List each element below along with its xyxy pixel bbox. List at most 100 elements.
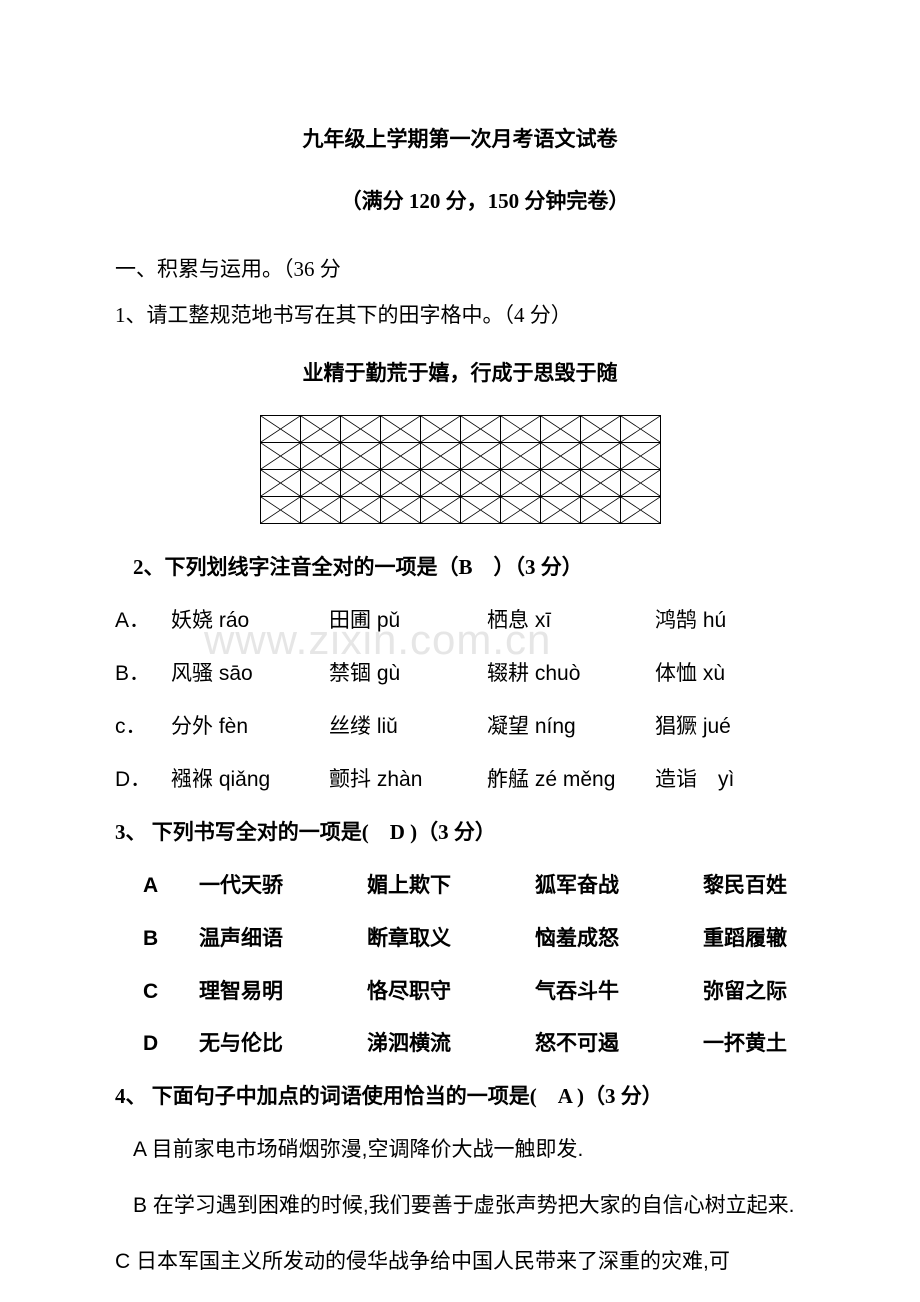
tianzi-cell [380,416,420,443]
q3-option-row: A一代天骄媚上欺下狐军奋战黎民百姓 [115,866,805,906]
document-content: 九年级上学期第一次月考语文试卷 （满分 120 分，150 分钟完卷） 一、积累… [115,120,805,1282]
q4-option-a: A 目前家电市场硝烟弥漫,空调降价大战一触即发. [115,1130,805,1170]
q3-option-item: 弥留之际 [703,972,787,1012]
q2-option-label: D． [115,760,171,800]
tianzi-cell [580,470,620,497]
q3-option-label: C [143,972,199,1012]
q3-option-item: 气吞斗牛 [535,972,703,1012]
tianzi-cell [460,416,500,443]
q3-option-label: A [143,866,199,906]
q3-option-label: B [143,919,199,959]
q2-option-item: 栖息 xī [487,601,655,641]
tianzi-cell [420,416,460,443]
q2-option-label: B． [115,654,171,694]
q2-option-row: c．分外 fèn丝缕 liǔ凝望 níng猖獗 jué [115,707,805,747]
q2-option-item: 分外 fèn [171,707,329,747]
tianzi-cell [340,443,380,470]
tianzi-cell [380,470,420,497]
q4-option-b: B 在学习遇到困难的时候,我们要善于虚张声势把大家的自信心树立起来. [115,1183,805,1229]
tianzi-cell [500,416,540,443]
q2-option-item: 妖娆 ráo [171,601,329,641]
tianzi-cell [420,497,460,524]
tianzi-cell [340,470,380,497]
tianzi-cell [340,497,380,524]
q3-option-item: 媚上欺下 [367,866,535,906]
tianzi-cell [500,470,540,497]
tianzi-cell [300,443,340,470]
tianzi-cell [300,470,340,497]
tianzi-cell [620,497,660,524]
q2-option-item: 体恤 xù [655,654,725,694]
q3-option-item: 一抔黄土 [703,1024,787,1064]
q2-option-item: 襁褓 qiǎng [171,760,329,800]
question-3-stem: 3、 下列书写全对的一项是( D )（3 分） [115,813,805,853]
q3-option-item: 重蹈履辙 [703,919,787,959]
tianzi-cell [620,443,660,470]
q3-option-row: C理智易明恪尽职守气吞斗牛弥留之际 [115,972,805,1012]
q2-option-row: A．妖娆 ráo田圃 pǔ栖息 xī鸿鹄 hú [115,601,805,641]
q2-option-item: 丝缕 liǔ [329,707,487,747]
question-2-stem: 2、下列划线字注音全对的一项是（B ）（3 分） [115,548,805,588]
q2-option-item: 鸿鹄 hú [655,601,726,641]
question-4-stem: 4、 下面句子中加点的词语使用恰当的一项是( A )（3 分） [115,1077,805,1117]
q2-option-row: D．襁褓 qiǎng颤抖 zhàn舴艋 zé měng造诣 yì [115,760,805,800]
q2-option-label: A． [115,601,171,641]
tianzi-cell [420,443,460,470]
tianzi-cell [460,497,500,524]
doc-subtitle: （满分 120 分，150 分钟完卷） [165,182,805,222]
motto-text: 业精于勤荒于嬉，行成于思毁于随 [115,354,805,394]
q3-option-item: 涕泗横流 [367,1024,535,1064]
question-1: 1、请工整规范地书写在其下的田字格中。（4 分） [115,296,805,336]
q2-option-row: B．风骚 sāo禁锢 gù辍耕 chuò体恤 xù [115,654,805,694]
tianzi-cell [500,497,540,524]
tianzi-grid [260,415,661,524]
q3-option-item: 恪尽职守 [367,972,535,1012]
q2-option-item: 田圃 pǔ [329,601,487,641]
q3-option-item: 黎民百姓 [703,866,787,906]
q3-option-item: 无与伦比 [199,1024,367,1064]
tianzi-cell [580,497,620,524]
q3-option-row: D无与伦比涕泗横流怒不可遏一抔黄土 [115,1024,805,1064]
tianzi-cell [460,470,500,497]
q3-option-item: 温声细语 [199,919,367,959]
tianzi-cell [540,470,580,497]
q3-option-label: D [143,1024,199,1064]
q3-option-item: 狐军奋战 [535,866,703,906]
tianzi-cell [260,443,300,470]
tianzi-cell [300,497,340,524]
tianzi-cell [540,443,580,470]
tianzi-cell [540,497,580,524]
tianzi-cell [260,416,300,443]
section-heading: 一、积累与运用。（36 分 [115,250,805,290]
q3-option-item: 恼羞成怒 [535,919,703,959]
tianzi-cell [500,443,540,470]
tianzi-cell [380,497,420,524]
q2-option-item: 舴艋 zé měng [487,760,655,800]
tianzi-cell [620,416,660,443]
q2-option-label: c． [115,707,171,747]
q2-option-item: 辍耕 chuò [487,654,655,694]
tianzi-cell [260,497,300,524]
tianzi-cell [580,416,620,443]
q3-option-item: 断章取义 [367,919,535,959]
q2-option-item: 凝望 níng [487,707,655,747]
q3-option-item: 怒不可遏 [535,1024,703,1064]
tianzi-cell [260,470,300,497]
q3-option-row: B温声细语断章取义恼羞成怒重蹈履辙 [115,919,805,959]
tianzi-cell [380,443,420,470]
q3-option-item: 一代天骄 [199,866,367,906]
doc-title: 九年级上学期第一次月考语文试卷 [115,120,805,160]
q2-option-item: 风骚 sāo [171,654,329,694]
q2-option-item: 颤抖 zhàn [329,760,487,800]
q4-option-c: C 日本军国主义所发动的侵华战争给中国人民带来了深重的灾难,可 [115,1242,805,1282]
tianzi-grid-wrap [115,415,805,524]
tianzi-cell [460,443,500,470]
q2-option-item: 禁锢 gù [329,654,487,694]
q2-option-item: 猖獗 jué [655,707,731,747]
tianzi-cell [340,416,380,443]
tianzi-cell [580,443,620,470]
q3-option-item: 理智易明 [199,972,367,1012]
q2-option-item: 造诣 yì [655,760,734,800]
tianzi-cell [540,416,580,443]
tianzi-cell [300,416,340,443]
